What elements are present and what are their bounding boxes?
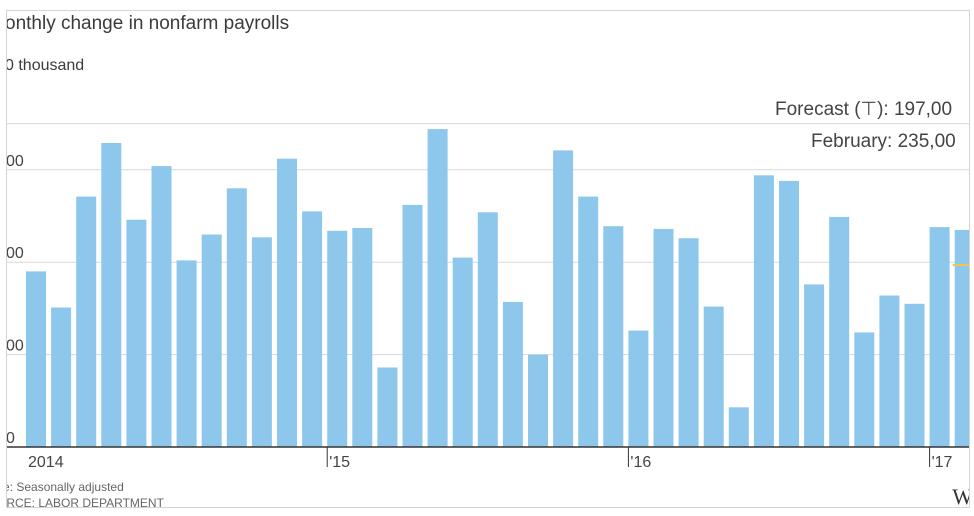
actual-annotation: February: 235,00 (809, 131, 958, 153)
x-tick-label: '17 (932, 454, 953, 471)
bar-2015-08 (502, 301, 523, 447)
bar-2016-03 (678, 238, 699, 447)
bar-2014-03 (76, 196, 97, 447)
bar-2015-01 (327, 230, 348, 447)
bar-2016-07 (779, 180, 799, 447)
bar-2016-04 (703, 306, 724, 447)
bar-2016-05 (728, 407, 749, 447)
bar-2017-01 (929, 227, 950, 447)
bar-2015-09 (528, 354, 548, 447)
seasonal-note: e: Seasonally adjusted (6, 480, 124, 494)
bar-2016-02 (653, 228, 674, 447)
x-tick-label: '15 (329, 454, 350, 471)
bar-2015-04 (402, 204, 423, 447)
bar-2015-11 (578, 196, 599, 447)
bar-2014-07 (176, 260, 197, 447)
forecast-annotation: Forecast (⊤): 197,00 (773, 98, 955, 121)
publisher-logo: W (952, 484, 969, 507)
bar-2016-10 (854, 332, 875, 447)
bar-2014-05 (126, 219, 147, 447)
y-tick-label: 00 (7, 245, 24, 262)
bar-2016-11 (879, 295, 900, 447)
x-tick-label: '16 (630, 454, 651, 471)
bar-2015-03 (377, 367, 398, 447)
x-tick-label: 2014 (28, 454, 64, 471)
bar-2015-02 (352, 228, 373, 447)
bar-2015-10 (553, 150, 574, 447)
bar-2015-06 (452, 257, 473, 447)
bar-2014-11 (277, 158, 297, 447)
bars (26, 129, 969, 448)
bar-2016-12 (904, 303, 925, 447)
payrolls-bar-chart: 0000000 2014'15'16'17 (7, 123, 969, 471)
y-tick-label: 0 (7, 430, 15, 447)
bar-2016-01 (628, 330, 649, 447)
y-tick-labels: 0000000 (7, 153, 24, 447)
bar-2016-09 (829, 216, 850, 447)
bar-2015-07 (477, 212, 498, 447)
bar-2014-08 (201, 234, 222, 447)
bar-2014-06 (151, 166, 172, 447)
bar-2016-06 (753, 175, 774, 448)
bar-2015-12 (603, 226, 624, 447)
bar-2014-12 (302, 211, 323, 447)
y-tick-label: 00 (7, 153, 24, 170)
bar-2017-02 (954, 229, 969, 447)
source-note: IRCE: LABOR DEPARTMENT (6, 496, 164, 508)
bar-2014-10 (251, 237, 272, 447)
bar-2014-01 (26, 271, 46, 447)
unit-label: 0 thousand (6, 57, 85, 74)
bar-2016-08 (804, 284, 825, 447)
chart-title: onthly change in nonfarm payrolls (6, 13, 290, 34)
bar-2014-02 (51, 307, 72, 447)
chart-frame: 0000000 2014'15'16'17 onthly change in n… (6, 10, 970, 508)
bar-2014-09 (226, 188, 247, 448)
x-tick-labels: 2014 '15 '16 '17 (28, 447, 953, 471)
bar-2014-04 (101, 143, 122, 447)
y-tick-label: 00 (7, 338, 24, 355)
bar-2015-05 (427, 129, 448, 447)
